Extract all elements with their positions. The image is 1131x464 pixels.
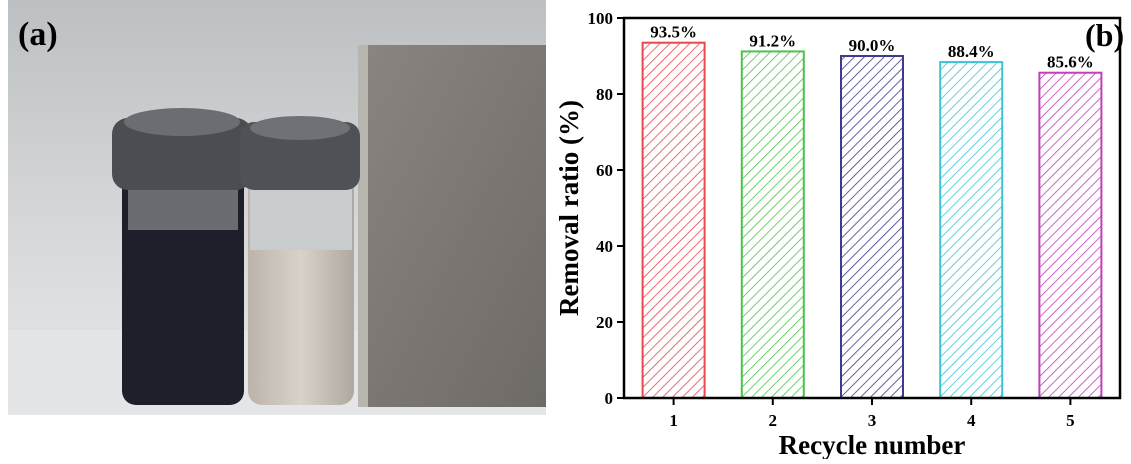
value-label: 85.6% xyxy=(1047,53,1094,72)
panel-label: (a) xyxy=(18,16,58,53)
value-label: 88.4% xyxy=(948,42,995,61)
y-tick-label: 20 xyxy=(596,313,613,332)
y-tick-label: 60 xyxy=(596,161,613,180)
bar xyxy=(1038,71,1103,399)
x-tick-label: 4 xyxy=(967,411,976,430)
x-tick-label: 3 xyxy=(868,411,877,430)
y-tick-label: 40 xyxy=(596,237,613,256)
x-tick-label: 5 xyxy=(1066,411,1075,430)
y-axis-label: Removal ratio (%) xyxy=(554,100,584,316)
x-tick-label: 1 xyxy=(669,411,678,430)
y-tick-label: 0 xyxy=(605,389,614,408)
bar xyxy=(740,50,805,399)
photo: (a) xyxy=(8,0,546,415)
value-label: 90.0% xyxy=(849,36,896,55)
bar xyxy=(840,55,904,399)
value-label: 91.2% xyxy=(749,31,796,50)
y-tick-label: 80 xyxy=(596,85,613,104)
panel-label: (b) xyxy=(1085,17,1124,53)
x-tick-label: 2 xyxy=(769,411,778,430)
chart: 0 20 40 60 80 100 93.5% 1 91.2% 2 90.0% 3 88.4% 4 85.6… xyxy=(554,9,1124,460)
bar xyxy=(641,41,706,399)
value-label: 93.5% xyxy=(650,23,697,42)
plot-frame xyxy=(622,16,1122,400)
bar xyxy=(939,61,1004,400)
y-tick-label: 100 xyxy=(588,9,614,28)
x-axis-label: Recycle number xyxy=(779,430,966,459)
